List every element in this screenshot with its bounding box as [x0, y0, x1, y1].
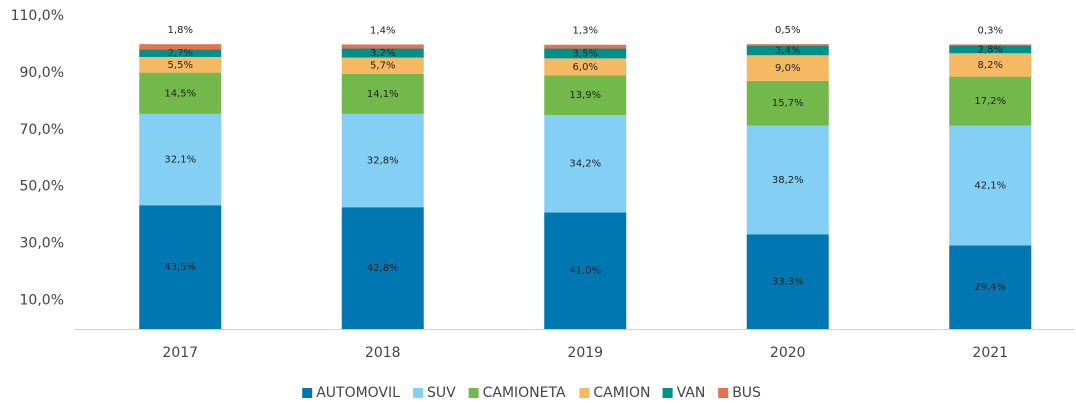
data-label: 32,8%	[367, 156, 399, 167]
bar-segment	[746, 80, 829, 126]
legend-swatch	[718, 388, 729, 398]
data-label: 42,1%	[974, 180, 1006, 191]
data-label: 15,7%	[772, 98, 804, 109]
data-label: 6,0%	[573, 62, 598, 73]
data-label: 8,2%	[978, 60, 1003, 71]
bar-segment	[139, 56, 222, 73]
bar-segment	[139, 49, 222, 57]
data-label: 41,0%	[569, 266, 601, 277]
legend-label: VAN	[677, 385, 706, 401]
bar-segment	[746, 45, 829, 56]
bar-segment	[139, 205, 222, 329]
bar-segment	[949, 125, 1032, 246]
legend-label: AUTOMOVIL	[316, 385, 400, 401]
data-label: 0,3%	[978, 25, 1003, 36]
data-label: 34,2%	[569, 159, 601, 170]
data-label: 29,4%	[974, 282, 1006, 293]
bar-segment	[544, 212, 627, 329]
data-label: 42,8%	[367, 263, 399, 274]
y-tick-label: 50,0%	[20, 179, 64, 195]
legend-swatch	[468, 388, 479, 398]
bar-segment	[949, 53, 1032, 77]
bar-segment	[949, 76, 1032, 126]
data-label: 32,1%	[164, 155, 196, 166]
bar-segment	[544, 58, 627, 76]
bar-segment	[949, 45, 1032, 54]
legend-label: BUS	[732, 385, 761, 401]
data-label: 43,5%	[164, 262, 196, 273]
y-tick-label: 30,0%	[20, 236, 64, 252]
data-label: 0,5%	[775, 25, 800, 36]
legend-label: CAMION	[593, 385, 650, 401]
y-tick-label: 110,0%	[11, 8, 64, 24]
bar-segment	[139, 72, 222, 114]
data-label: 5,5%	[168, 60, 193, 71]
bar-segment	[341, 44, 424, 49]
data-label: 1,3%	[573, 26, 598, 37]
data-label: 33,3%	[772, 277, 804, 288]
bar-segment	[746, 55, 829, 81]
y-tick-label: 10,0%	[20, 293, 64, 309]
bar-segment	[341, 73, 424, 114]
x-tick-label: 2021	[972, 345, 1008, 361]
data-label: 13,9%	[569, 90, 601, 101]
y-tick-label: 70,0%	[20, 122, 64, 138]
bar-segment	[544, 48, 627, 59]
bar-segment	[341, 57, 424, 74]
x-tick-label: 2018	[365, 345, 401, 361]
bar-segment	[949, 245, 1032, 329]
bar-segment	[341, 113, 424, 208]
data-label: 5,7%	[370, 61, 395, 72]
data-label: 14,5%	[164, 88, 196, 99]
data-label: 3,2%	[370, 48, 395, 59]
x-tick-label: 2017	[162, 345, 198, 361]
bar-segment	[544, 115, 627, 213]
legend-swatch	[662, 388, 673, 398]
data-label: 3,5%	[573, 48, 598, 59]
bar-segment	[746, 44, 829, 46]
legend-swatch	[579, 388, 590, 398]
legend-label: CAMIONETA	[483, 385, 566, 401]
data-label: 17,2%	[974, 96, 1006, 107]
data-label: 3,4%	[775, 45, 800, 56]
data-label: 38,2%	[772, 175, 804, 186]
data-label: 2,7%	[168, 48, 193, 59]
data-label: 14,1%	[367, 89, 399, 100]
bar-segment	[544, 75, 627, 116]
data-label: 9,0%	[775, 63, 800, 74]
x-tick-label: 2020	[770, 345, 806, 361]
legend-label: SUV	[427, 385, 456, 401]
legend-swatch	[413, 388, 423, 398]
bar-segment	[544, 44, 627, 49]
bar-segment	[341, 48, 424, 58]
bar-segment	[139, 113, 222, 206]
y-tick-label: 90,0%	[20, 65, 64, 81]
data-label: 1,8%	[168, 25, 193, 36]
bar-segment	[746, 234, 829, 329]
bar-segment	[341, 207, 424, 329]
bar-segment	[949, 44, 1032, 46]
bar-segment	[139, 44, 222, 50]
bar-segment	[746, 125, 829, 235]
data-label: 1,4%	[370, 25, 395, 36]
x-tick-label: 2019	[567, 345, 603, 361]
legend-swatch	[302, 388, 313, 398]
data-label: 2,8%	[978, 44, 1003, 55]
